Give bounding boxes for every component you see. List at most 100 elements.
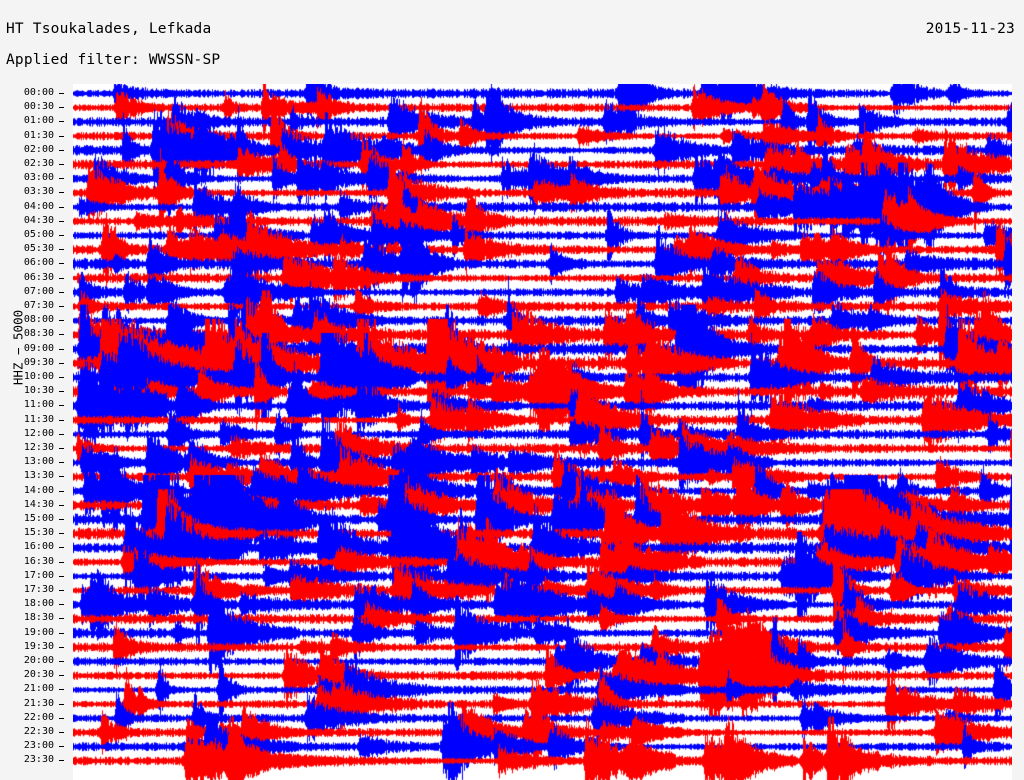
time-tick-mark <box>59 476 64 478</box>
time-tick-mark <box>59 320 64 322</box>
time-tick-label: 00:00 <box>23 87 54 98</box>
filter-label: Applied filter: WWSSN-SP <box>6 52 221 68</box>
time-tick-label: 16:00 <box>23 541 54 553</box>
time-tick-label: 06:00 <box>23 257 54 269</box>
time-tick-mark <box>59 377 64 378</box>
date-label: 2015-11-23 <box>925 21 1015 37</box>
time-tick-label: 03:00 <box>23 172 54 184</box>
time-tick-label: 07:30 <box>23 300 54 311</box>
time-tick-label: 12:30 <box>23 442 54 453</box>
time-tick-mark <box>59 717 64 719</box>
time-tick-mark <box>59 291 64 293</box>
time-tick-label: 09:00 <box>23 342 54 354</box>
time-tick-label: 18:00 <box>23 598 54 610</box>
time-tick-mark <box>59 448 64 449</box>
time-tick-label: 21:30 <box>23 697 54 709</box>
time-tick-mark <box>59 306 64 307</box>
time-tick-label: 13:00 <box>23 456 54 468</box>
time-tick-mark <box>59 121 64 123</box>
page-title: HT Tsoukalades, Lefkada <box>6 21 212 37</box>
time-tick-label: 14:00 <box>23 484 54 496</box>
time-tick-mark <box>59 206 64 208</box>
time-tick-mark <box>59 618 64 620</box>
time-tick-label: 22:30 <box>23 726 54 737</box>
time-tick-label: 20:00 <box>23 655 54 666</box>
time-tick-label: 15:30 <box>23 527 54 539</box>
time-tick-mark <box>59 604 64 606</box>
time-tick-label: 11:30 <box>23 413 54 425</box>
time-tick-mark <box>59 263 64 265</box>
time-tick-mark <box>59 164 64 165</box>
time-tick-label: 11:00 <box>23 399 54 411</box>
time-tick-label: 05:30 <box>23 243 54 255</box>
time-tick-label: 08:30 <box>23 328 54 340</box>
time-tick-label: 05:00 <box>23 229 54 240</box>
time-tick-mark <box>59 661 64 662</box>
time-tick-label: 02:00 <box>23 143 54 155</box>
time-tick-mark <box>59 462 64 464</box>
time-tick-mark <box>59 235 64 236</box>
time-tick-label: 00:30 <box>23 101 54 113</box>
time-tick-label: 10:00 <box>23 371 54 382</box>
time-tick-label: 15:00 <box>23 513 54 524</box>
time-tick-label: 21:00 <box>23 683 54 695</box>
time-tick-mark <box>59 433 64 435</box>
time-tick-mark <box>59 93 64 94</box>
time-tick-label: 01:00 <box>23 115 54 127</box>
time-tick-label: 19:30 <box>23 640 54 652</box>
time-tick-label: 19:00 <box>23 626 54 638</box>
time-tick-mark <box>59 632 64 634</box>
time-tick-mark <box>59 590 64 591</box>
time-tick-label: 04:30 <box>23 214 54 226</box>
time-tick-mark <box>59 575 64 577</box>
time-tick-mark <box>59 135 64 137</box>
time-tick-mark <box>59 732 64 733</box>
time-tick-label: 20:30 <box>23 669 54 681</box>
time-tick-mark <box>59 220 64 222</box>
time-tick-mark <box>59 334 64 336</box>
time-tick-label: 07:00 <box>23 285 54 297</box>
time-tick-label: 16:30 <box>23 555 54 567</box>
time-tick-label: 17:30 <box>23 584 54 595</box>
time-tick-label: 06:30 <box>23 271 54 283</box>
time-tick-mark <box>59 533 64 535</box>
time-tick-mark <box>59 178 64 180</box>
time-tick-mark <box>59 107 64 109</box>
time-axis: 00:00 00:30 01:00 01:30 02:00 02:30 03:00 03:30… <box>0 0 73 780</box>
time-tick-mark <box>59 149 64 151</box>
vertical-axis-label: HHZ − 5000 <box>10 309 26 386</box>
time-tick-label: 14:30 <box>23 498 54 510</box>
time-tick-mark <box>59 561 64 563</box>
time-tick-mark <box>59 362 64 364</box>
time-tick-label: 09:30 <box>23 356 54 368</box>
time-tick-label: 01:30 <box>23 129 54 141</box>
time-tick-mark <box>59 405 64 407</box>
time-tick-label: 02:30 <box>23 158 54 169</box>
time-tick-label: 17:00 <box>23 569 54 581</box>
time-tick-label: 23:00 <box>23 740 54 752</box>
time-tick-mark <box>59 689 64 691</box>
seismogram-traces <box>73 84 1012 780</box>
time-tick-mark <box>59 419 64 421</box>
time-tick-label: 03:30 <box>23 186 54 198</box>
time-tick-mark <box>59 675 64 677</box>
time-tick-label: 13:30 <box>23 470 54 482</box>
time-tick-label: 18:30 <box>23 612 54 624</box>
time-tick-label: 08:00 <box>23 314 54 326</box>
time-tick-mark <box>59 348 64 350</box>
time-tick-mark <box>59 490 64 492</box>
time-tick-mark <box>59 249 64 251</box>
time-tick-mark <box>59 646 64 648</box>
helicorder-plot <box>73 84 1012 780</box>
time-tick-mark <box>59 760 64 762</box>
time-tick-label: 12:00 <box>23 427 54 439</box>
time-tick-mark <box>59 504 64 506</box>
time-tick-mark <box>59 547 64 549</box>
time-tick-mark <box>59 703 64 705</box>
time-tick-mark <box>59 391 64 393</box>
time-tick-mark <box>59 519 64 520</box>
time-tick-label: 23:30 <box>23 754 54 766</box>
time-tick-label: 22:00 <box>23 711 54 723</box>
time-tick-mark <box>59 277 64 279</box>
